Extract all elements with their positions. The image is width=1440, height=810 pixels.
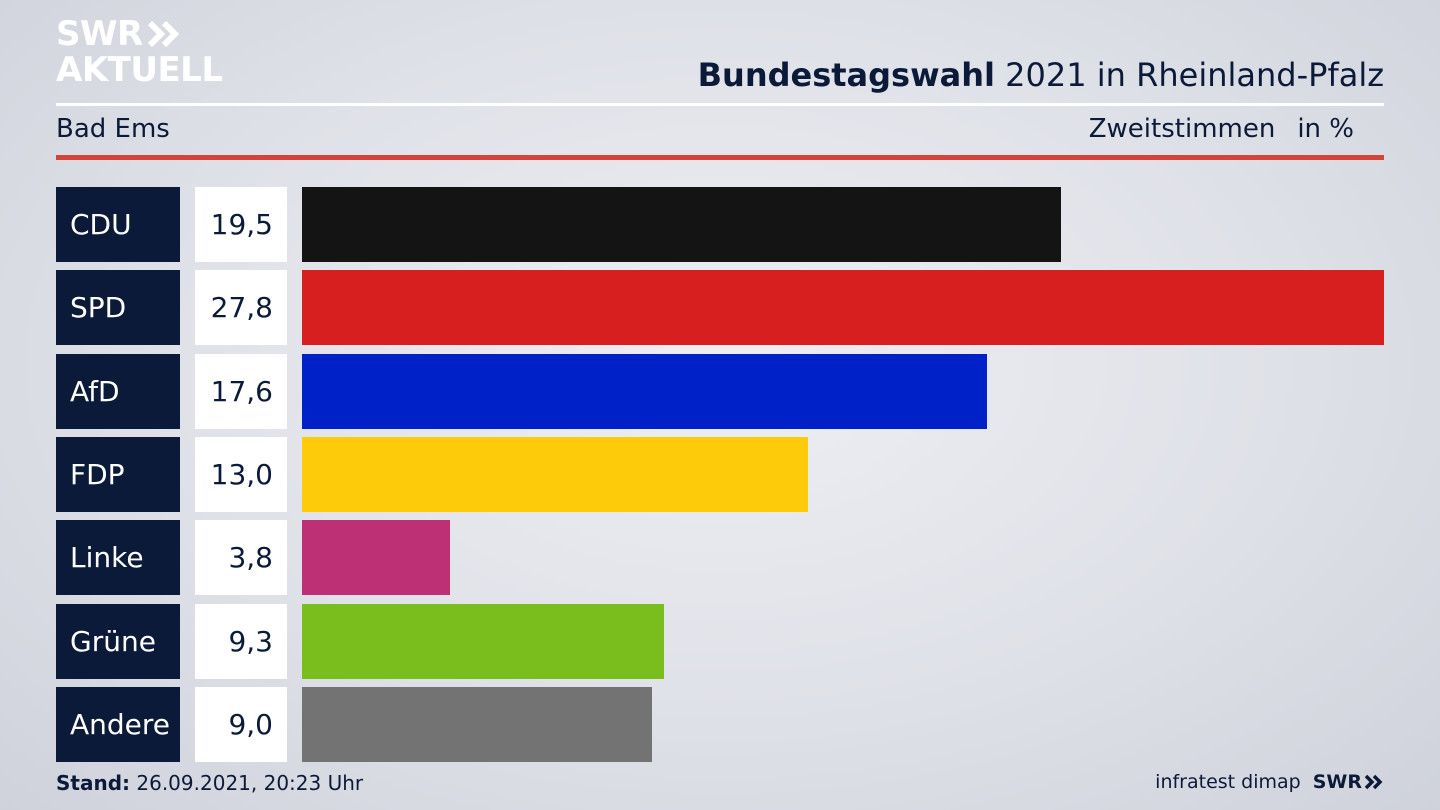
bar: [302, 686, 652, 762]
category-label: Grüne: [56, 603, 180, 679]
title-rest: 2021 in Rheinland-Pfalz: [1005, 56, 1384, 94]
logo-line-2: AKTUELL: [56, 50, 223, 90]
bar-row: Andere 9,0: [56, 686, 1384, 762]
chart-title: Bundestagswahl 2021 in Rheinland-Pfalz: [698, 56, 1384, 94]
bar-row: Grüne 9,3: [56, 603, 1384, 679]
double-chevron-icon: [1364, 774, 1383, 790]
measure-unit: Zweitstimmen in %: [1089, 114, 1354, 144]
value-label: 19,5: [195, 187, 287, 262]
accent-divider: [56, 155, 1384, 160]
category-label: CDU: [56, 187, 180, 262]
category-label: FDP: [56, 436, 180, 512]
bar: [302, 436, 808, 512]
bar-row: SPD 27,8: [56, 270, 1384, 346]
category-label: AfD: [56, 353, 180, 429]
swr-aktuell-logo: SWR AKTUELL: [56, 16, 223, 88]
value-label: 9,3: [195, 603, 287, 679]
value-label: 13,0: [195, 436, 287, 512]
region-label: Bad Ems: [56, 114, 170, 144]
footer-logo: SWR: [1313, 771, 1384, 793]
source-label: infratest dimap: [1155, 771, 1301, 793]
double-chevron-icon: [147, 20, 179, 48]
category-label: Linke: [56, 520, 180, 596]
bar-row: CDU 19,5: [56, 187, 1384, 262]
logo-line-1: SWR: [56, 14, 143, 54]
source-credit: infratest dimap SWR: [1155, 771, 1384, 793]
category-label: SPD: [56, 270, 180, 346]
header-divider: [56, 103, 1384, 106]
bar-row: Linke 3,8: [56, 520, 1384, 596]
bar: [302, 603, 664, 679]
value-label: 3,8: [195, 520, 287, 596]
bar: [302, 520, 450, 596]
measure-label: Zweitstimmen: [1088, 114, 1276, 144]
value-label: 27,8: [195, 270, 287, 346]
title-bold: Bundestagswahl: [697, 56, 995, 94]
bar: [302, 187, 1061, 262]
category-label: Andere: [56, 686, 180, 762]
bar-row: AfD 17,6: [56, 353, 1384, 429]
timestamp: Stand: 26.09.2021, 20:23 Uhr: [56, 771, 363, 795]
unit-label: in %: [1297, 114, 1354, 144]
stand-label: Stand:: [56, 771, 131, 795]
footer-logo-text: SWR: [1312, 771, 1362, 793]
bar-row: FDP 13,0: [56, 436, 1384, 512]
bar: [302, 353, 987, 429]
bar: [302, 270, 1384, 346]
value-label: 17,6: [195, 353, 287, 429]
stand-value: 26.09.2021, 20:23 Uhr: [136, 771, 364, 795]
value-label: 9,0: [195, 686, 287, 762]
